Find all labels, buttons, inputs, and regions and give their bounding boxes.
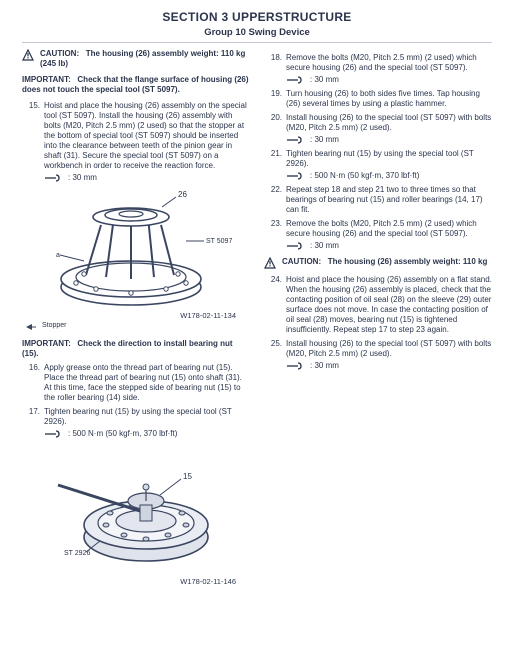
callout-15: 15 [183,472,192,481]
wrench-icon [44,174,62,182]
wrench-icon [286,362,304,370]
svg-text:a: a [56,252,60,259]
step-23: 23.Remove the bolts (M20, Pitch 2.5 mm) … [264,219,492,239]
page-header: SECTION 3 UPPERSTRUCTURE Group 10 Swing … [22,10,492,39]
right-column: 18.Remove the bolts (M20, Pitch 2.5 mm) … [264,49,492,589]
step-16: 16. Apply grease onto the thread part of… [22,363,250,403]
group-title: Group 10 Swing Device [22,27,492,39]
step-22: 22.Repeat step 18 and step 21 two to thr… [264,185,492,215]
spec-30mm-3: : 30 mm [286,135,492,145]
torque-icon [44,430,62,438]
figure-1: 26 ST 5097 a W178-02-11-134 [22,189,250,320]
columns: CAUTION: The housing (26) assembly weigh… [22,49,492,589]
warning-icon [22,49,34,61]
figure-2-code: W178-02-11-146 [36,577,236,586]
wrench-icon [286,136,304,144]
spec-30mm-4: : 30 mm [286,241,492,251]
step-20: 20.Install housing (26) to the special t… [264,113,492,133]
steps-left: 15. Hoist and place the housing (26) ass… [22,101,250,171]
stopper-note: Stopper [26,322,250,331]
important-1: IMPORTANT: Check that the flange surface… [22,75,250,95]
torque-icon [286,172,304,180]
figure-1-svg: 26 ST 5097 a [36,189,236,309]
step-24: 24.Hoist and place the housing (26) asse… [264,275,492,335]
callout-26: 26 [178,190,187,199]
figure-2: 15 ST 2926 W178-02-11-146 [22,445,250,586]
figure-2-svg: 15 ST 2926 [36,445,236,575]
pointer-icon [26,324,36,330]
figure-1-code: W178-02-11-134 [36,311,236,320]
caution-2: CAUTION: The housing (26) assembly weigh… [264,257,492,269]
step-15: 15. Hoist and place the housing (26) ass… [22,101,250,171]
wrench-icon [286,76,304,84]
caution-text: CAUTION: The housing (26) assembly weigh… [40,49,250,69]
header-rule [22,42,492,43]
section-title: SECTION 3 UPPERSTRUCTURE [22,10,492,25]
left-column: CAUTION: The housing (26) assembly weigh… [22,49,250,589]
spec-30mm-2: : 30 mm [286,75,492,85]
step-19: 19.Turn housing (26) to both sides five … [264,89,492,109]
step-25: 25.Install housing (26) to the special t… [264,339,492,359]
torque-spec-1: : 500 N·m (50 kgf·m, 370 lbf·ft) [44,429,250,439]
warning-icon [264,257,276,269]
spec-30mm-5: : 30 mm [286,361,492,371]
spec-30mm-1: : 30 mm [44,173,250,183]
step-21: 21.Tighten bearing nut (15) by using the… [264,149,492,169]
step-18: 18.Remove the bolts (M20, Pitch 2.5 mm) … [264,53,492,73]
step-17: 17. Tighten bearing nut (15) by using th… [22,407,250,427]
important-2: IMPORTANT: Check the direction to instal… [22,339,250,359]
torque-spec-2: : 500 N·m (50 kgf·m, 370 lbf·ft) [286,171,492,181]
steps-left-b: 16. Apply grease onto the thread part of… [22,363,250,427]
steps-right: 18.Remove the bolts (M20, Pitch 2.5 mm) … [264,53,492,73]
caution-block: CAUTION: The housing (26) assembly weigh… [22,49,250,69]
wrench-icon [286,242,304,250]
callout-st: ST 5097 [206,238,232,245]
